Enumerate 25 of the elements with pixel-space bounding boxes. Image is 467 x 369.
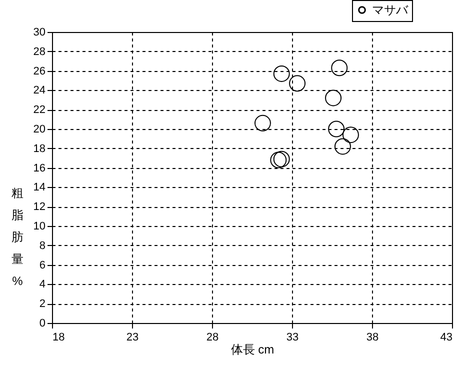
y-axis-title: 粗脂肪量% xyxy=(12,186,24,288)
y-tick-label: 20 xyxy=(33,124,46,136)
x-tick-label: 38 xyxy=(366,332,379,344)
y-tick-label: 28 xyxy=(33,46,46,58)
y-tick-label: 8 xyxy=(39,240,46,252)
y-tick-label: 12 xyxy=(33,201,46,214)
y-tick-label: 0 xyxy=(39,318,46,330)
y-tick-label: 10 xyxy=(33,220,46,232)
legend-label: マサバ xyxy=(372,3,409,17)
y-tick-label: 18 xyxy=(33,142,46,155)
x-tick-label: 43 xyxy=(440,332,452,344)
y-tick-label: 24 xyxy=(33,84,46,97)
y-tick-label: 2 xyxy=(39,298,46,310)
x-tick-label: 18 xyxy=(52,332,65,344)
x-axis-title: 体長 cm xyxy=(230,342,274,356)
x-tick-label: 28 xyxy=(206,332,219,344)
y-tick-label: 22 xyxy=(33,104,46,116)
y-tick-label: 26 xyxy=(33,65,46,78)
x-tick-label: 23 xyxy=(126,332,139,344)
y-tick-label: 4 xyxy=(39,278,46,291)
y-tick-label: 16 xyxy=(33,162,46,174)
x-tick-label: 33 xyxy=(286,332,299,344)
y-tick-label: 14 xyxy=(33,182,46,194)
y-tick-label: 6 xyxy=(39,259,46,272)
y-tick-label: 30 xyxy=(33,26,46,38)
